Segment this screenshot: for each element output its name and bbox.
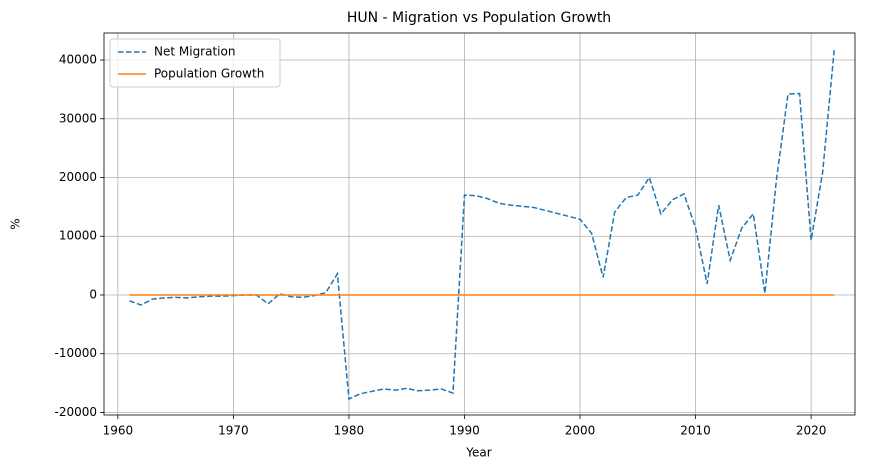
x-tick-label: 2020: [796, 424, 827, 438]
x-tick-label: 2010: [680, 424, 711, 438]
legend-label: Net Migration: [154, 45, 235, 59]
x-tick-label: 1960: [103, 424, 134, 438]
chart-title: HUN - Migration vs Population Growth: [347, 10, 611, 26]
x-tick-label: 2000: [565, 424, 596, 438]
x-tick-label: 1970: [218, 424, 249, 438]
y-tick-label: -10000: [54, 346, 97, 360]
y-tick-label: 10000: [59, 229, 97, 243]
legend-box: [109, 38, 281, 88]
x-tick-label: 1980: [334, 424, 365, 438]
y-tick-label: -20000: [54, 405, 97, 419]
y-tick-label: 40000: [59, 53, 97, 67]
series-line: [129, 49, 835, 401]
y-axis-label: %: [9, 218, 23, 229]
y-tick-label: 0: [89, 287, 97, 301]
y-tick-label: 30000: [59, 111, 97, 125]
plot-frame: [103, 32, 856, 416]
x-tick-label: 1990: [449, 424, 480, 438]
legend-label: Population Growth: [154, 67, 264, 81]
x-axis-label: Year: [465, 446, 491, 460]
y-tick-label: 20000: [59, 170, 97, 184]
